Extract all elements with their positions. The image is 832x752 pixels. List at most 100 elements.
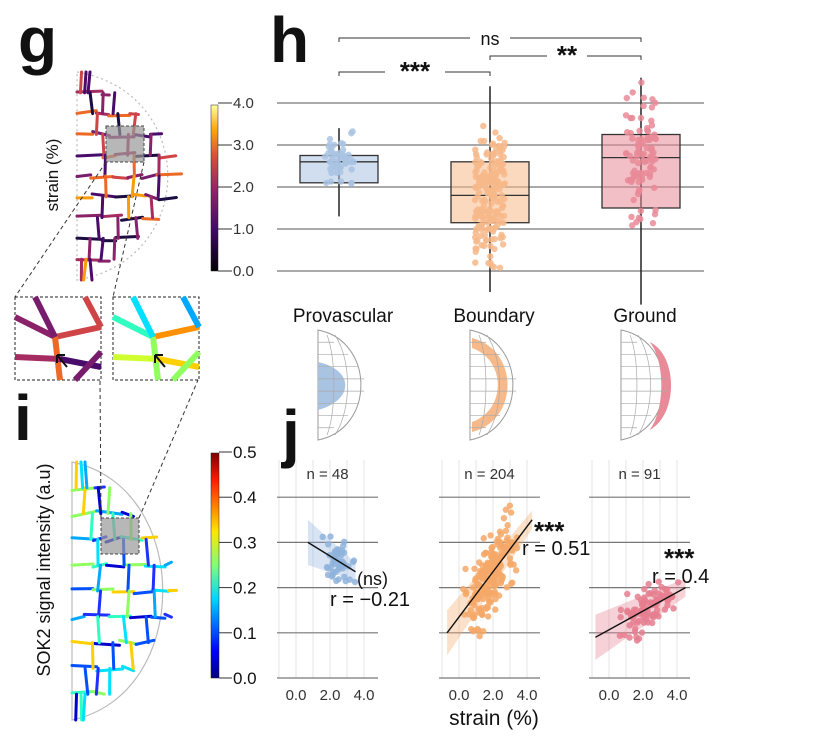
data-point	[484, 559, 491, 567]
data-point	[495, 568, 502, 576]
data-point	[502, 527, 510, 535]
cell-wall	[140, 173, 159, 180]
data-point	[655, 578, 662, 585]
data-point	[480, 551, 488, 558]
cell-wall	[478, 334, 487, 436]
data-point	[488, 200, 495, 207]
cell-wall	[97, 589, 103, 619]
data-point	[492, 210, 500, 217]
data-point	[500, 153, 507, 161]
n-label: n = 91	[618, 466, 660, 483]
data-point	[492, 171, 500, 178]
data-point	[477, 158, 484, 166]
data-point	[489, 140, 497, 147]
cell-wall	[132, 590, 154, 596]
data-point	[498, 192, 505, 199]
data-point	[639, 601, 647, 608]
data-point	[489, 543, 496, 551]
data-point	[479, 173, 487, 180]
zoom-connector	[138, 379, 199, 519]
y-tick-label: 3.0	[233, 137, 254, 154]
data-point	[638, 176, 646, 184]
cell-wall	[134, 216, 140, 240]
data-point	[504, 522, 511, 529]
data-point	[496, 264, 504, 271]
scatter-boundary: 0.0 2.0 4.0 n = 204	[439, 460, 540, 704]
zoom-connector	[99, 379, 102, 519]
data-point	[340, 549, 348, 556]
panel-label-j: j	[281, 397, 300, 469]
cell-wall	[114, 194, 135, 199]
cell-wall	[180, 295, 202, 329]
cell-wall	[629, 334, 638, 436]
data-point	[480, 214, 487, 222]
cell-wall	[81, 692, 87, 722]
cell-wall	[157, 154, 178, 160]
cell-wall	[74, 692, 79, 722]
data-point	[460, 585, 467, 593]
data-point	[637, 114, 645, 122]
cell-wall	[131, 192, 148, 198]
cell-wall	[103, 153, 108, 178]
data-point	[332, 568, 339, 576]
data-point	[507, 509, 515, 516]
significance-label: **	[557, 40, 578, 70]
data-point	[472, 169, 479, 176]
sok2-inset	[111, 295, 202, 383]
data-point	[674, 579, 682, 586]
data-point	[348, 179, 355, 187]
data-point	[472, 146, 479, 153]
data-point	[636, 127, 643, 135]
cell-wall	[104, 174, 108, 199]
cell-wall	[79, 692, 84, 722]
cell-wall	[90, 192, 118, 199]
data-point	[503, 584, 510, 591]
data-point	[490, 151, 497, 159]
schematic-provascular	[317, 329, 365, 441]
data-point	[476, 559, 483, 566]
data-point	[491, 556, 498, 564]
cell-wall	[130, 174, 136, 199]
cell-wall	[70, 639, 95, 646]
cell-wall	[111, 175, 130, 180]
data-point	[473, 245, 480, 253]
category-label-ground: Ground	[613, 306, 676, 327]
data-point	[648, 122, 656, 129]
data-point	[480, 595, 487, 603]
data-point	[648, 117, 655, 124]
correlation-label: r = −0.21	[330, 589, 410, 611]
cell-wall	[141, 217, 161, 221]
y-tick-label: 0.0	[233, 669, 257, 688]
cell-wall	[88, 257, 94, 282]
bracket-label-bg	[470, 28, 510, 48]
zoom-region	[100, 517, 140, 555]
zoom-region	[105, 125, 145, 163]
cell-wall	[151, 563, 156, 593]
cell-wall	[144, 537, 150, 567]
data-point	[496, 148, 504, 155]
cell-wall	[94, 666, 100, 696]
data-point	[502, 544, 509, 552]
cell-wall	[125, 589, 131, 619]
cell-wall	[32, 295, 58, 339]
bracket-label-bg	[547, 46, 587, 66]
data-point	[649, 96, 656, 103]
data-point	[478, 610, 486, 618]
data-point	[500, 167, 507, 174]
data-point	[500, 514, 508, 522]
data-point	[496, 134, 503, 142]
cell-wall	[14, 354, 61, 362]
category-label-boundary: Boundary	[453, 306, 535, 327]
data-point	[641, 594, 648, 601]
arrow-icon	[56, 354, 68, 368]
data-point	[482, 198, 489, 205]
y-tick-label: 0.0	[233, 263, 254, 280]
tissue-schematics	[317, 329, 672, 441]
x-tick-label: 4.0	[354, 687, 375, 704]
strain-colorbar	[210, 104, 219, 272]
x-tick-label: 2.0	[483, 687, 504, 704]
cell-wall	[89, 174, 115, 180]
cell-wall	[96, 615, 101, 645]
cell-wall	[120, 215, 145, 222]
